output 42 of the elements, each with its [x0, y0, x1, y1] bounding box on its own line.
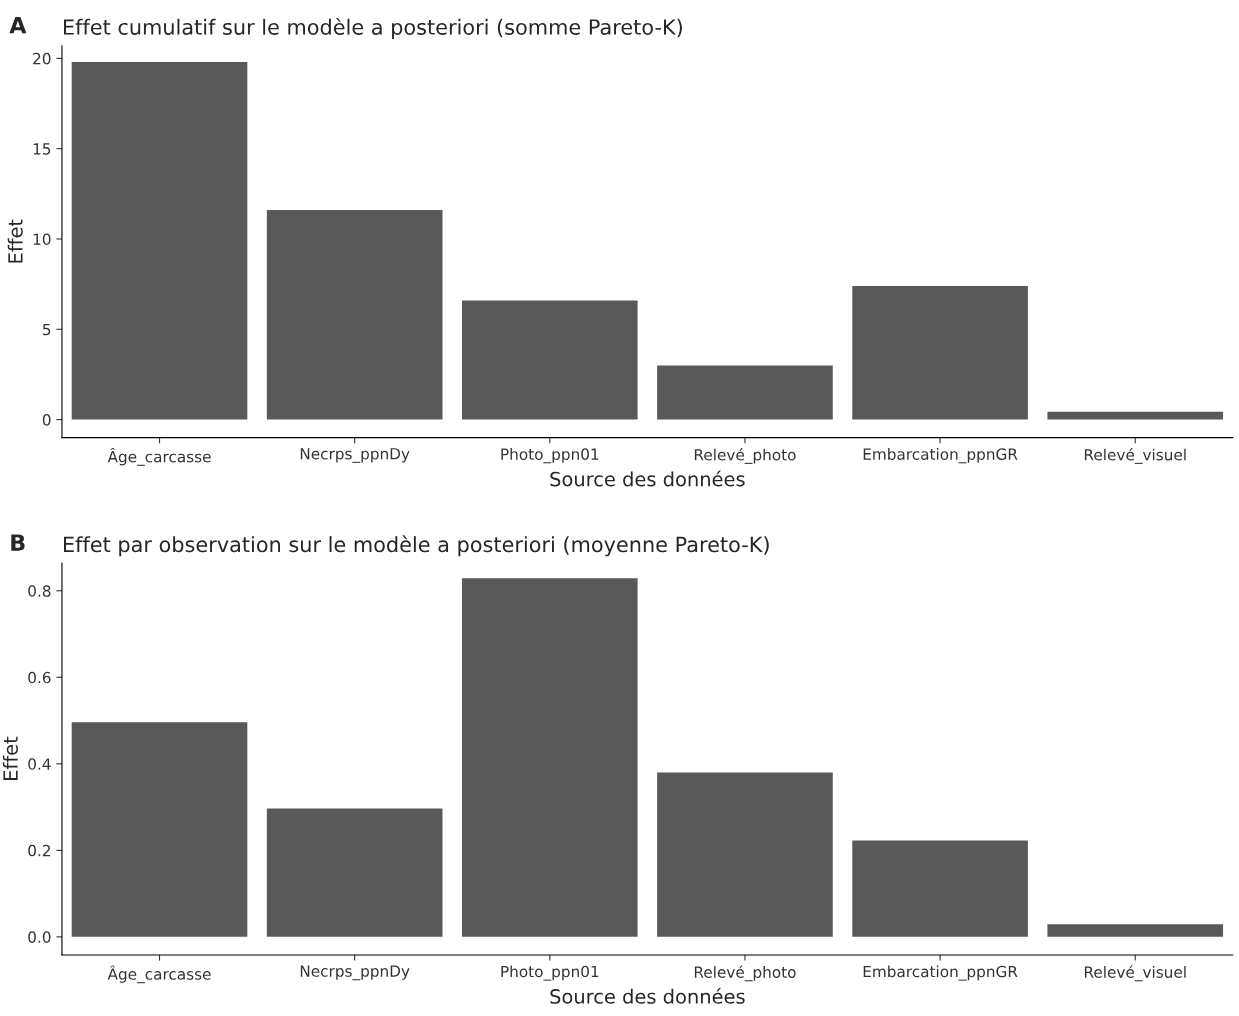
x-tick-label: Relevé_visuel: [1084, 965, 1186, 982]
y-tick-label: 20: [33, 52, 51, 65]
y-tick-label: 5: [42, 323, 51, 336]
y-tick-label: 15: [33, 143, 51, 155]
x-axis-title: Source des données: [550, 987, 745, 1004]
bar: [657, 772, 833, 937]
x-tick-label: Embarcation_ppnGR: [863, 965, 1018, 981]
x-tick-label: Necrps_ppnDy: [300, 965, 410, 981]
bar: [461, 300, 638, 420]
y-tick-label: 0: [42, 414, 51, 426]
chart-title: Effet cumulatif sur le modèle a posteriori (somme Pareto-K): [63, 17, 682, 39]
bar: [657, 365, 833, 420]
y-tick-label: 0.4: [28, 758, 51, 770]
x-tick-label: Photo_ppn01: [501, 965, 599, 981]
y-tick-label: 0.8: [28, 585, 51, 597]
y-tick-label: 0.2: [28, 844, 50, 857]
bar: [461, 578, 638, 937]
bar: [266, 808, 443, 937]
x-tick-label: Relevé_photo: [694, 448, 796, 464]
x-tick-label: Necrps_ppnDy: [300, 448, 410, 463]
x-axis-title: Source des données: [550, 470, 745, 487]
bar: [71, 722, 248, 937]
x-tick-label: Photo_ppn01: [501, 448, 599, 464]
y-axis-title: Effet: [2, 736, 18, 780]
y-tick-label: 10: [33, 233, 51, 246]
y-axis-title: Effet: [7, 219, 23, 263]
y-tick-label: 0.6: [28, 671, 51, 684]
bar: [1047, 924, 1224, 937]
bar: [1047, 411, 1224, 420]
bar: [852, 840, 1028, 937]
x-tick-label: Relevé_photo: [694, 965, 796, 982]
bar: [852, 285, 1028, 420]
x-tick-label: Embarcation_ppnGR: [863, 448, 1018, 464]
y-tick-label: 0.0: [28, 931, 51, 943]
bar: [71, 61, 248, 420]
x-tick-label: Relevé_visuel: [1084, 448, 1186, 464]
text: A: [9, 17, 27, 34]
bar: [266, 210, 443, 420]
chart-title: Effet par observation sur le modèle a posteriori (moyenne Pareto-K): [63, 535, 769, 557]
x-tick-label: Âge_carcasse: [107, 965, 211, 984]
x-tick-label: Âge_carcasse: [107, 448, 211, 466]
text: B: [11, 534, 25, 551]
